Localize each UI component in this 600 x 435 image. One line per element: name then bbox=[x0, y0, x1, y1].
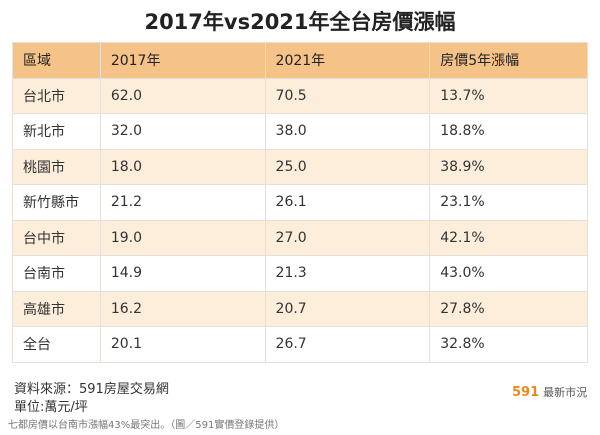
table-cell: 台北市 bbox=[12, 77, 101, 114]
table-row: 台南市 14.9 21.3 43.0% bbox=[12, 255, 588, 292]
table-cell: 14.9 bbox=[99, 255, 266, 292]
table-cell: 全台 bbox=[12, 326, 101, 363]
logo: 591 最新市況 bbox=[512, 384, 587, 400]
table-row: 桃園市 18.0 25.0 38.9% bbox=[12, 148, 588, 185]
source: 資料來源：591房屋交易網 bbox=[14, 382, 169, 397]
table-cell: 26.1 bbox=[264, 184, 431, 221]
table-cell: 13.7% bbox=[429, 77, 588, 114]
table-cell: 20.7 bbox=[264, 290, 431, 327]
caption: 七都房價以台南市漲幅43%最突出。（圖／591實價登錄提供） bbox=[8, 420, 285, 431]
table-cell: 23.1% bbox=[429, 184, 588, 221]
column-header: 房價5年漲幅 bbox=[429, 42, 588, 79]
table-cell: 38.0 bbox=[264, 113, 431, 150]
table-body: 台北市 62.0 70.5 13.7% 新北市 32.0 38.0 18.8% 桃園市 18.0 2… bbox=[12, 77, 588, 363]
table-cell: 62.0 bbox=[99, 77, 266, 114]
logo-number: 591 bbox=[512, 385, 540, 400]
table-cell: 32.8% bbox=[429, 326, 588, 363]
table-cell: 台南市 bbox=[12, 255, 101, 292]
table-cell: 高雄市 bbox=[12, 290, 101, 327]
column-header: 2021年 bbox=[264, 42, 431, 79]
table-cell: 43.0% bbox=[429, 255, 588, 292]
table-row: 新北市 32.0 38.0 18.8% bbox=[12, 113, 588, 150]
column-header: 區域 bbox=[12, 42, 101, 79]
table-cell: 18.0 bbox=[99, 148, 266, 185]
table-cell: 新竹縣市 bbox=[12, 184, 101, 221]
column-header: 2017年 bbox=[99, 42, 266, 79]
table-row: 台北市 62.0 70.5 13.7% bbox=[12, 77, 588, 114]
table-cell: 70.5 bbox=[264, 77, 431, 114]
table-cell: 20.1 bbox=[99, 326, 266, 363]
header-row: 區域 2017年 2021年 房價5年漲幅 bbox=[12, 42, 588, 79]
table-cell: 38.9% bbox=[429, 148, 588, 185]
table-cell: 27.8% bbox=[429, 290, 588, 327]
table-cell: 台中市 bbox=[12, 219, 101, 256]
unit: 單位:萬元/坪 bbox=[14, 400, 88, 415]
table-row: 高雄市 16.2 20.7 27.8% bbox=[12, 290, 588, 327]
table-cell: 32.0 bbox=[99, 113, 266, 150]
table-row: 台中市 19.0 27.0 42.1% bbox=[12, 219, 588, 256]
table-cell: 新北市 bbox=[12, 113, 101, 150]
table-cell: 18.8% bbox=[429, 113, 588, 150]
price-table: 區域 2017年 2021年 房價5年漲幅 台北市 62.0 70.5 13.7% 新北市 32… bbox=[12, 42, 588, 363]
table-cell: 16.2 bbox=[99, 290, 266, 327]
table-row: 全台 20.1 26.7 32.8% bbox=[12, 326, 588, 363]
title: 2017年vs2021年全台房價漲幅 bbox=[144, 10, 456, 34]
table-cell: 26.7 bbox=[264, 326, 431, 363]
table-cell: 21.3 bbox=[264, 255, 431, 292]
table-cell: 27.0 bbox=[264, 219, 431, 256]
logo-text: 最新市況 bbox=[543, 386, 588, 399]
table-cell: 42.1% bbox=[429, 219, 588, 256]
table-cell: 21.2 bbox=[99, 184, 266, 221]
table-cell: 19.0 bbox=[99, 219, 266, 256]
table-cell: 25.0 bbox=[264, 148, 431, 185]
table-cell: 桃園市 bbox=[12, 148, 101, 185]
table-row: 新竹縣市 21.2 26.1 23.1% bbox=[12, 184, 588, 221]
